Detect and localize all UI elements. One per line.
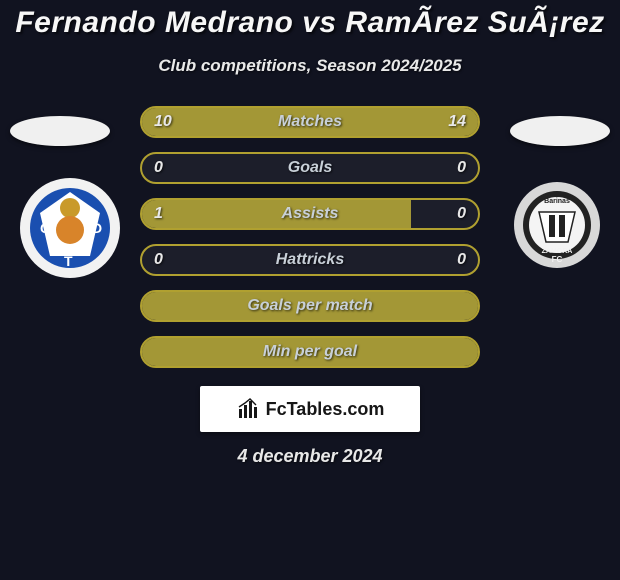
watermark-text: FcTables.com <box>266 399 385 420</box>
stat-rows: Matches1014Goals00Assists10Hattricks00Go… <box>140 106 480 368</box>
club-badge-right: Barinas ZAMORA FC <box>514 182 600 268</box>
stat-value-left: 1 <box>154 200 163 228</box>
stat-value-right: 0 <box>457 154 466 182</box>
player-left-ellipse <box>10 116 110 146</box>
comparison-subtitle: Club competitions, Season 2024/2025 <box>0 56 620 76</box>
svg-text:T: T <box>64 253 73 269</box>
svg-text:Barinas: Barinas <box>544 198 570 205</box>
comparison-title: Fernando Medrano vs RamÃ­rez SuÃ¡rez <box>0 0 620 40</box>
stat-row: Min per goal <box>140 336 480 368</box>
stat-label: Hattricks <box>142 246 478 274</box>
svg-text:D: D <box>92 220 102 236</box>
stat-row: Matches10 14 <box>140 106 480 138</box>
stat-value-right: 14 <box>448 108 466 136</box>
stat-value-left: 0 <box>154 154 163 182</box>
stat-value-right: 0 <box>457 200 466 228</box>
stat-value-left: 0 <box>154 246 163 274</box>
svg-text:ZAMORA: ZAMORA <box>542 248 573 255</box>
svg-text:FC: FC <box>552 255 563 264</box>
stat-value-left: 10 <box>154 108 172 136</box>
stat-row: Goals0 0 <box>140 152 480 184</box>
stat-label: Assists <box>142 200 478 228</box>
player-right-ellipse <box>510 116 610 146</box>
stat-label: Matches <box>142 108 478 136</box>
stat-label: Goals <box>142 154 478 182</box>
stat-row: Assists1 0 <box>140 198 480 230</box>
stat-label: Goals per match <box>142 292 478 320</box>
stat-row: Hattricks0 0 <box>140 244 480 276</box>
stat-label: Min per goal <box>142 338 478 366</box>
stat-row: Goals per match <box>140 290 480 322</box>
stat-value-right: 0 <box>457 246 466 274</box>
chart-area: C D T Barinas ZAMORA FC Matches1014Goals… <box>0 106 620 368</box>
club-badge-right-svg: Barinas ZAMORA FC <box>514 182 600 268</box>
svg-text:C: C <box>40 220 50 236</box>
chart-icon <box>236 397 260 421</box>
watermark: FcTables.com <box>200 386 420 432</box>
club-badge-left-svg: C D T <box>20 178 120 278</box>
club-badge-left: C D T <box>20 178 120 278</box>
footer-date: 4 december 2024 <box>0 446 620 467</box>
